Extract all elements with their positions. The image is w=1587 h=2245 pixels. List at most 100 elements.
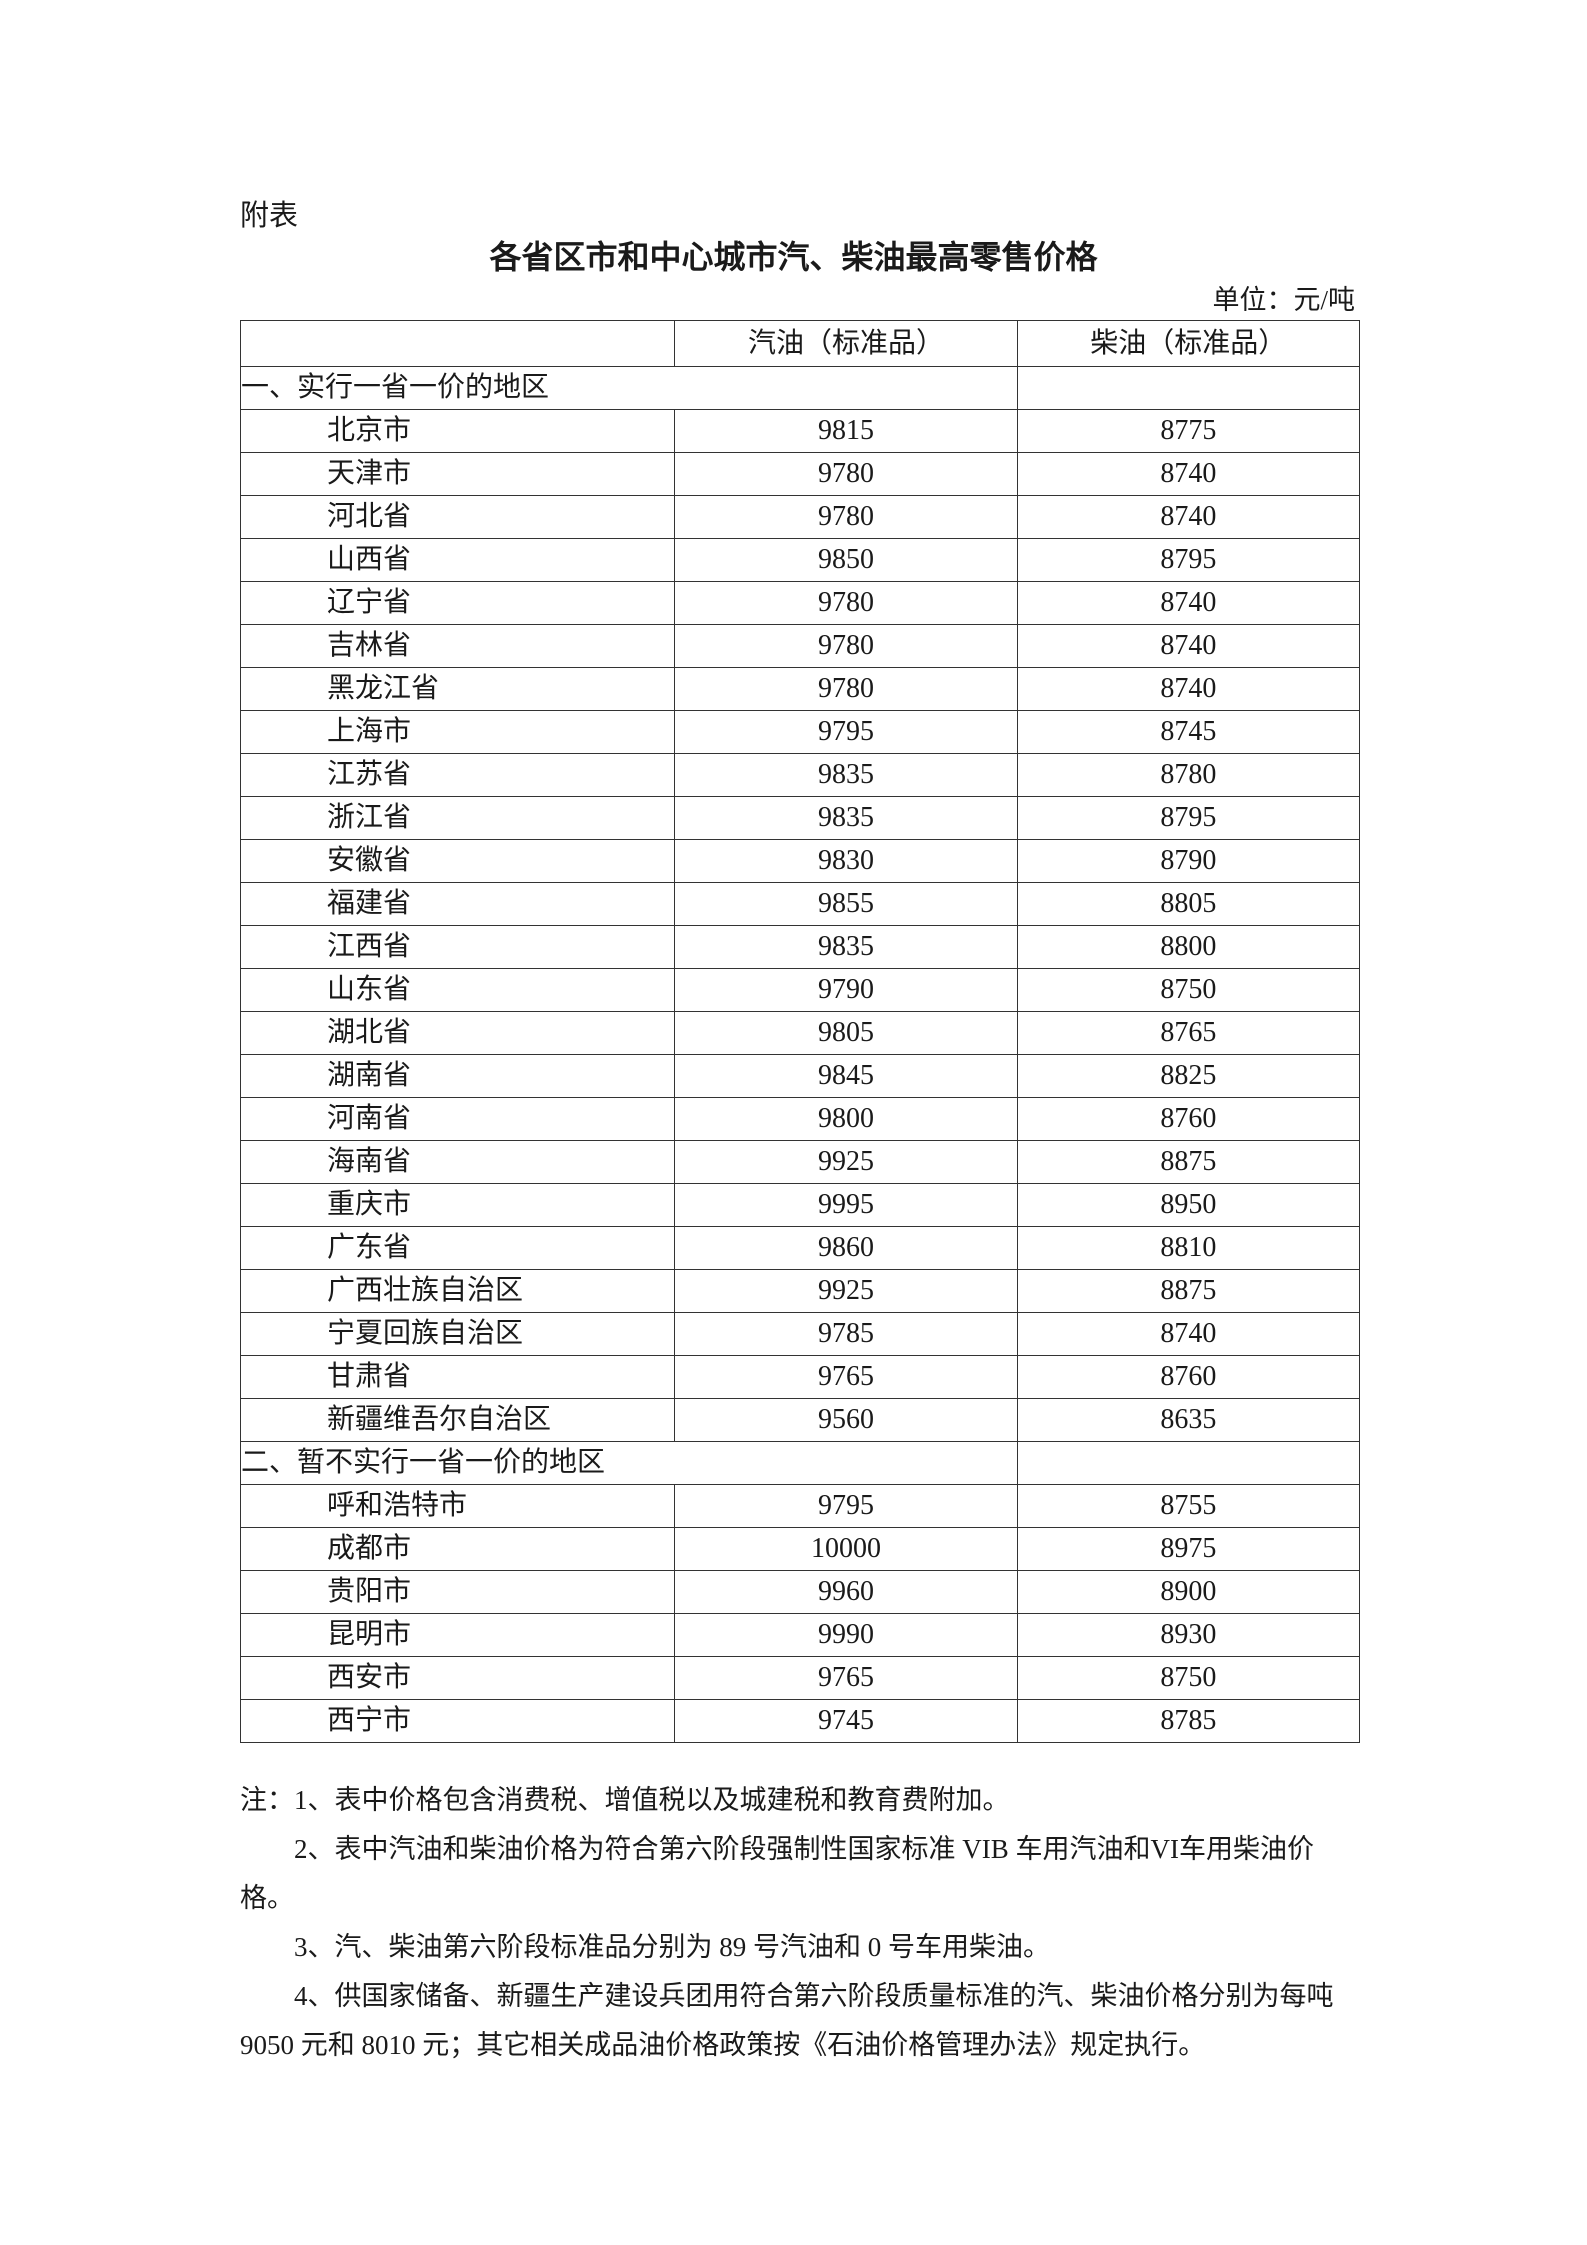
diesel-price-cell: 8760 [1016, 1097, 1361, 1141]
table-row: 广西壮族自治区 9925 8875 [239, 1269, 1361, 1313]
region-cell: 山东省 [239, 968, 676, 1012]
gasoline-price-cell: 9780 [674, 452, 1018, 496]
region-cell: 河南省 [239, 1097, 676, 1141]
gasoline-price-cell: 9795 [674, 1484, 1018, 1528]
diesel-price-cell: 8790 [1016, 839, 1361, 883]
table-row: 天津市 9780 8740 [239, 452, 1361, 496]
diesel-price-cell: 8795 [1016, 538, 1361, 582]
gasoline-price-cell: 9780 [674, 495, 1018, 539]
table-row: 昆明市 9990 8930 [239, 1613, 1361, 1657]
diesel-price-cell: 8740 [1016, 667, 1361, 711]
region-cell: 湖北省 [239, 1011, 676, 1055]
diesel-price-cell: 8825 [1016, 1054, 1361, 1098]
gasoline-price-cell: 9845 [674, 1054, 1018, 1098]
gasoline-price-cell: 9835 [674, 753, 1018, 797]
diesel-price-cell: 8635 [1016, 1398, 1361, 1442]
table-row: 湖南省 9845 8825 [239, 1054, 1361, 1098]
diesel-price-cell: 8805 [1016, 882, 1361, 926]
table-row: 山西省 9850 8795 [239, 538, 1361, 582]
gasoline-price-cell: 9830 [674, 839, 1018, 883]
table-row: 西安市 9765 8750 [239, 1656, 1361, 1700]
region-cell: 江苏省 [239, 753, 676, 797]
region-cell: 重庆市 [239, 1183, 676, 1227]
table-row: 江西省 9835 8800 [239, 925, 1361, 969]
gasoline-price-cell: 9850 [674, 538, 1018, 582]
gasoline-price-cell: 9780 [674, 624, 1018, 668]
diesel-price-cell: 8740 [1016, 624, 1361, 668]
gasoline-price-cell: 9790 [674, 968, 1018, 1012]
notes: 注：1、表中价格包含消费税、增值税以及城建税和教育费附加。 2、表中汽油和柴油价格… [240, 1776, 1360, 2070]
table-row: 福建省 9855 8805 [239, 882, 1361, 926]
table-row: 湖北省 9805 8765 [239, 1011, 1361, 1055]
gasoline-price-cell: 9765 [674, 1656, 1018, 1700]
diesel-price-cell: 8750 [1016, 1656, 1361, 1700]
gasoline-price-cell: 9785 [674, 1312, 1018, 1356]
gasoline-price-cell: 9800 [674, 1097, 1018, 1141]
diesel-price-cell: 8950 [1016, 1183, 1361, 1227]
table-row: 新疆维吾尔自治区 9560 8635 [239, 1398, 1361, 1442]
region-cell: 北京市 [239, 409, 676, 453]
table-row: 广东省 9860 8810 [239, 1226, 1361, 1270]
gasoline-price-cell: 9805 [674, 1011, 1018, 1055]
region-cell: 天津市 [239, 452, 676, 496]
region-cell: 江西省 [239, 925, 676, 969]
region-cell: 昆明市 [239, 1613, 676, 1657]
diesel-price-cell: 8875 [1016, 1269, 1361, 1313]
region-cell: 新疆维吾尔自治区 [239, 1398, 676, 1442]
diesel-price-cell: 8975 [1016, 1527, 1361, 1571]
diesel-price-cell: 8795 [1016, 796, 1361, 840]
gasoline-price-cell: 10000 [674, 1527, 1018, 1571]
header-cell-region [239, 320, 676, 367]
gasoline-price-cell: 9925 [674, 1269, 1018, 1313]
table-row: 辽宁省 9780 8740 [239, 581, 1361, 625]
diesel-price-cell: 8745 [1016, 710, 1361, 754]
region-cell: 山西省 [239, 538, 676, 582]
diesel-price-cell: 8755 [1016, 1484, 1361, 1528]
gasoline-price-cell: 9780 [674, 581, 1018, 625]
region-cell: 河北省 [239, 495, 676, 539]
section-row: 一、实行一省一价的地区 [240, 366, 1361, 410]
diesel-price-cell: 8785 [1016, 1699, 1361, 1743]
region-cell: 辽宁省 [239, 581, 676, 625]
region-cell: 广西壮族自治区 [239, 1269, 676, 1313]
diesel-price-cell: 8740 [1016, 452, 1361, 496]
empty-cell [1016, 1441, 1361, 1485]
region-cell: 成都市 [239, 1527, 676, 1571]
table-row: 浙江省 9835 8795 [239, 796, 1361, 840]
gasoline-price-cell: 9835 [674, 925, 1018, 969]
table-row: 海南省 9925 8875 [239, 1140, 1361, 1184]
gasoline-price-cell: 9855 [674, 882, 1018, 926]
page-title: 各省区市和中心城市汽、柴油最高零售价格 [489, 238, 1098, 276]
region-cell: 宁夏回族自治区 [239, 1312, 676, 1356]
table-row: 黑龙江省 9780 8740 [239, 667, 1361, 711]
header-cell-diesel: 柴油（标准品） [1016, 320, 1361, 367]
table-header-row: 汽油（标准品） 柴油（标准品） [239, 320, 1361, 367]
annex-label: 附表 [240, 200, 299, 232]
note-item: 2、表中汽油和柴油价格为符合第六阶段强制性国家标准 VIB 车用汽油和VI车用柴… [240, 1834, 1314, 1913]
diesel-price-cell: 8930 [1016, 1613, 1361, 1657]
diesel-price-cell: 8760 [1016, 1355, 1361, 1399]
table-row: 吉林省 9780 8740 [239, 624, 1361, 668]
region-cell: 呼和浩特市 [239, 1484, 676, 1528]
table-row: 呼和浩特市 9795 8755 [239, 1484, 1361, 1528]
table-row: 河北省 9780 8740 [239, 495, 1361, 539]
diesel-price-cell: 8800 [1016, 925, 1361, 969]
table-row: 宁夏回族自治区 9785 8740 [239, 1312, 1361, 1356]
unit-label: 单位：元/吨 [1212, 285, 1355, 315]
table-row: 山东省 9790 8750 [239, 968, 1361, 1012]
section-label: 一、实行一省一价的地区 [240, 366, 1018, 410]
table-row: 安徽省 9830 8790 [239, 839, 1361, 883]
price-table: 汽油（标准品） 柴油（标准品） 一、实行一省一价的地区 北京市 9815 8775 天津… [239, 320, 1361, 1743]
diesel-price-cell: 8765 [1016, 1011, 1361, 1055]
region-cell: 上海市 [239, 710, 676, 754]
gasoline-price-cell: 9780 [674, 667, 1018, 711]
section-row: 二、暂不实行一省一价的地区 [240, 1441, 1361, 1485]
region-cell: 浙江省 [239, 796, 676, 840]
diesel-price-cell: 8750 [1016, 968, 1361, 1012]
table-row: 江苏省 9835 8780 [239, 753, 1361, 797]
region-cell: 福建省 [239, 882, 676, 926]
header-cell-gasoline: 汽油（标准品） [674, 320, 1018, 367]
table-row: 河南省 9800 8760 [239, 1097, 1361, 1141]
region-cell: 西宁市 [239, 1699, 676, 1743]
diesel-price-cell: 8740 [1016, 581, 1361, 625]
